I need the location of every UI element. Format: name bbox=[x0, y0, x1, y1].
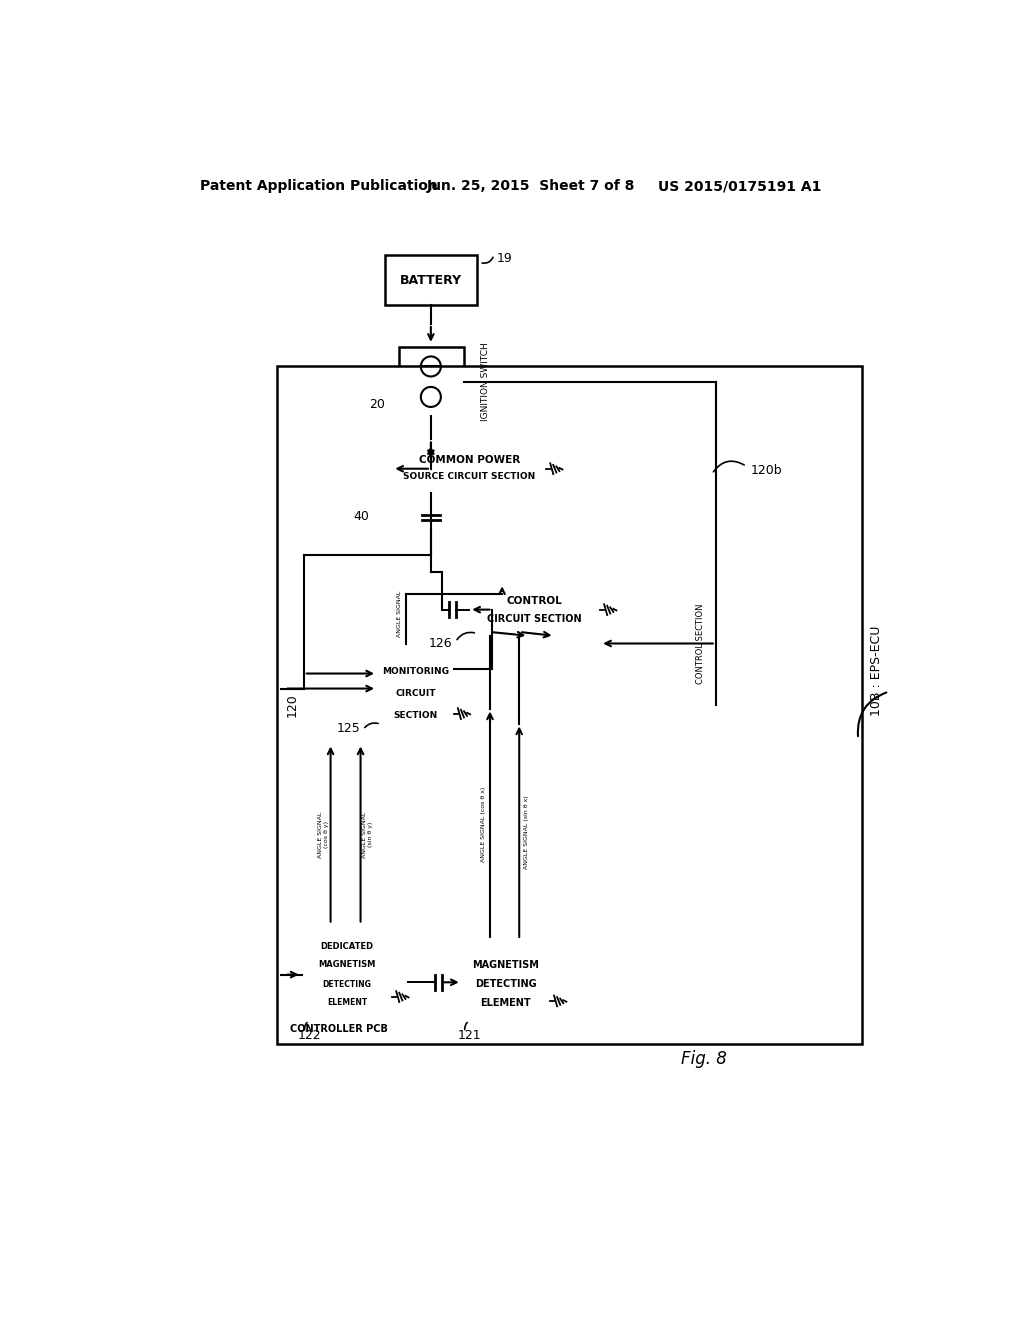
Text: ELEMENT: ELEMENT bbox=[327, 998, 367, 1007]
Text: 126: 126 bbox=[429, 638, 453, 649]
Text: 40: 40 bbox=[353, 510, 370, 523]
Text: ANGLE SIGNAL (cos θ x): ANGLE SIGNAL (cos θ x) bbox=[480, 787, 485, 862]
Text: MAGNETISM: MAGNETISM bbox=[472, 961, 539, 970]
Text: SOURCE CIRCUIT SECTION: SOURCE CIRCUIT SECTION bbox=[403, 473, 536, 482]
Text: Jun. 25, 2015  Sheet 7 of 8: Jun. 25, 2015 Sheet 7 of 8 bbox=[427, 180, 635, 193]
Text: 121: 121 bbox=[458, 1028, 481, 1041]
Text: CIRCUIT SECTION: CIRCUIT SECTION bbox=[487, 614, 582, 623]
Text: Patent Application Publication: Patent Application Publication bbox=[200, 180, 437, 193]
Text: ANGLE SIGNAL
(sin θ y): ANGLE SIGNAL (sin θ y) bbox=[362, 812, 373, 858]
Text: CIRCUIT: CIRCUIT bbox=[395, 689, 435, 698]
FancyBboxPatch shape bbox=[392, 444, 547, 494]
Text: 125: 125 bbox=[336, 722, 360, 735]
Text: MONITORING: MONITORING bbox=[382, 667, 449, 676]
FancyBboxPatch shape bbox=[301, 924, 392, 1024]
Text: 10B : EPS-ECU: 10B : EPS-ECU bbox=[869, 626, 883, 717]
Text: SECTION: SECTION bbox=[393, 711, 437, 721]
Text: DETECTING: DETECTING bbox=[323, 981, 372, 989]
FancyBboxPatch shape bbox=[462, 940, 550, 1024]
Text: 120b: 120b bbox=[751, 463, 782, 477]
FancyBboxPatch shape bbox=[469, 583, 600, 636]
FancyBboxPatch shape bbox=[377, 644, 454, 743]
Text: DEDICATED: DEDICATED bbox=[321, 942, 374, 952]
Text: Fig. 8: Fig. 8 bbox=[681, 1051, 727, 1068]
Text: 120: 120 bbox=[286, 693, 299, 717]
Text: MAGNETISM: MAGNETISM bbox=[318, 960, 376, 969]
Text: 20: 20 bbox=[369, 399, 385, 412]
FancyBboxPatch shape bbox=[276, 367, 862, 1044]
Text: ELEMENT: ELEMENT bbox=[480, 998, 530, 1007]
Text: CONTROLLER PCB: CONTROLLER PCB bbox=[290, 1024, 388, 1035]
Text: 122: 122 bbox=[298, 1028, 322, 1041]
Text: US 2015/0175191 A1: US 2015/0175191 A1 bbox=[658, 180, 821, 193]
FancyBboxPatch shape bbox=[385, 255, 477, 305]
Text: IGNITION SWITCH: IGNITION SWITCH bbox=[481, 342, 490, 421]
Text: COMMON POWER: COMMON POWER bbox=[419, 455, 520, 465]
Text: CONTROL: CONTROL bbox=[507, 595, 562, 606]
Text: BATTERY: BATTERY bbox=[399, 273, 462, 286]
Text: ANGLE SIGNAL: ANGLE SIGNAL bbox=[396, 590, 401, 636]
Text: ANGLE SIGNAL (sin θ x): ANGLE SIGNAL (sin θ x) bbox=[523, 795, 528, 869]
Text: ANGLE SIGNAL
(cos θ y): ANGLE SIGNAL (cos θ y) bbox=[318, 812, 329, 858]
Text: DETECTING: DETECTING bbox=[475, 979, 537, 989]
FancyBboxPatch shape bbox=[398, 347, 464, 416]
FancyBboxPatch shape bbox=[281, 370, 727, 1040]
Text: 19: 19 bbox=[497, 252, 512, 265]
Text: CONTROL SECTION: CONTROL SECTION bbox=[696, 603, 705, 684]
